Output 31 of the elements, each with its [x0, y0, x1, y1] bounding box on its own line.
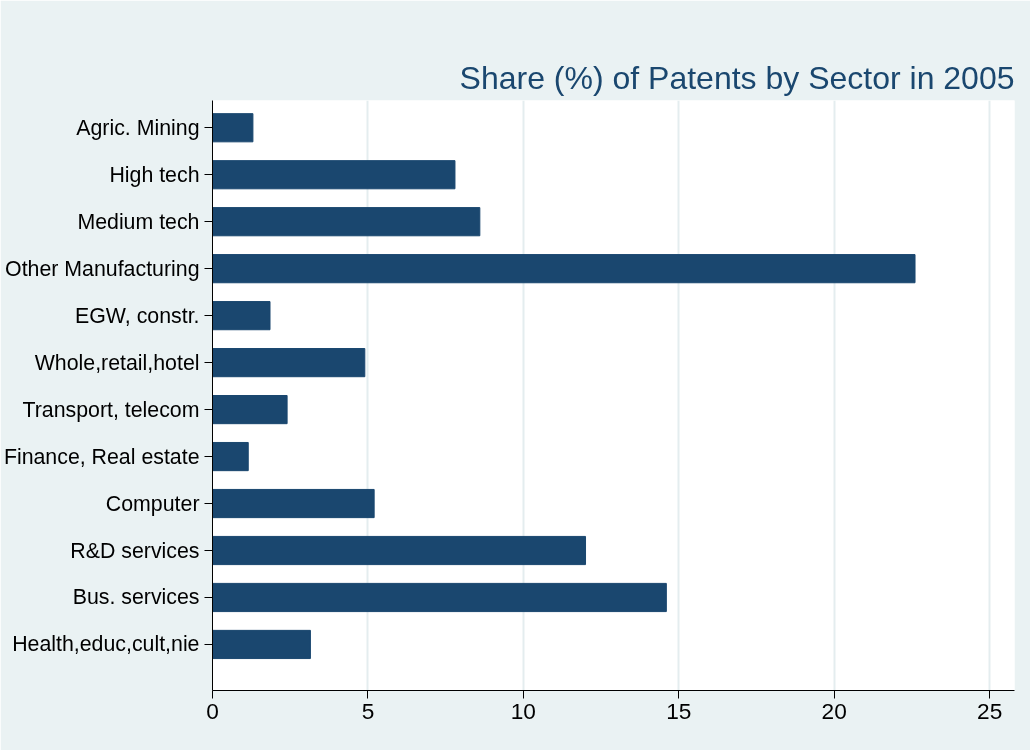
bar — [212, 488, 375, 519]
x-tick-label: 25 — [977, 697, 1003, 724]
y-tick-label: EGW, constr. — [75, 303, 200, 328]
x-tick-label: 10 — [510, 697, 536, 724]
y-tick-label: R&D services — [70, 538, 200, 563]
bar — [212, 160, 456, 190]
bar — [212, 113, 254, 143]
x-tick-label: 5 — [361, 697, 375, 724]
y-tick-label: High tech — [109, 162, 200, 187]
y-tick-label: Other Manufacturing — [5, 256, 200, 281]
x-tick-label: 20 — [821, 697, 847, 724]
y-tick-label: Health,educ,cult,nie — [12, 632, 200, 657]
bar — [212, 629, 311, 660]
x-tick-label: 0 — [206, 697, 219, 724]
y-tick-label: Medium tech — [77, 209, 200, 234]
y-tick-label: Transport, telecom — [22, 397, 200, 422]
bar — [212, 301, 271, 331]
y-tick-label: Bus. services — [72, 585, 200, 610]
y-tick-label: Computer — [105, 491, 200, 516]
bar — [212, 582, 667, 613]
bar — [212, 441, 249, 472]
y-tick-label: Finance, Real estate — [3, 444, 200, 469]
bar — [212, 348, 366, 378]
y-tick-label: Whole,retail,hotel — [34, 350, 200, 375]
bar — [212, 254, 916, 284]
bar — [212, 395, 288, 425]
y-tick-label: Agric. Mining — [76, 115, 200, 140]
chart-title: Share (%) of Patents by Sector in 2005 — [459, 59, 1015, 96]
bar — [212, 207, 481, 237]
bar — [212, 535, 587, 566]
x-tick-label: 15 — [666, 697, 692, 724]
